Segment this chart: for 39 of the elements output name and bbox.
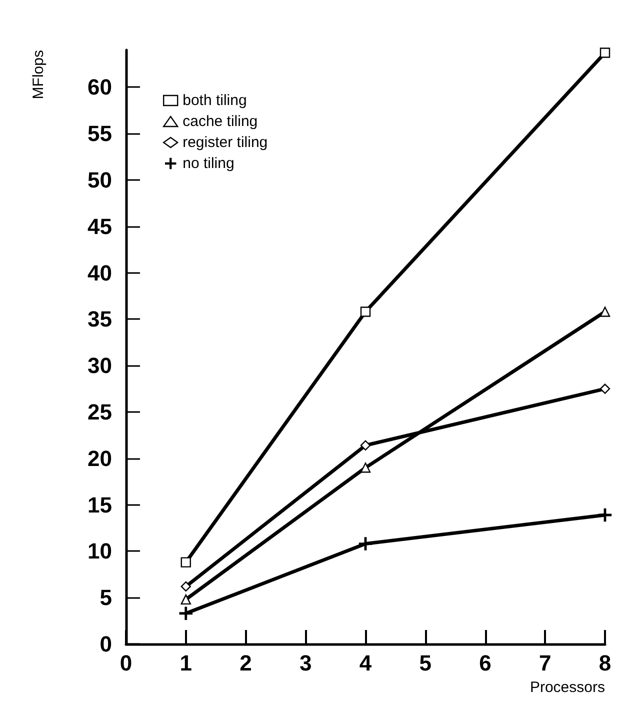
legend-label: both tiling [182,92,247,109]
y-tick-label: 20 [88,446,112,471]
y-tick-label: 25 [88,399,112,424]
y-tick-label: 5 [100,585,112,610]
point [358,537,372,550]
point [600,306,610,317]
x-tick-label: 4 [359,650,372,676]
x-tick-label: 7 [539,650,552,676]
y-axis-title: MFlops [30,50,47,100]
x-tick-label: 1 [180,650,192,676]
point [180,557,191,568]
legend-label: cache tiling [182,113,258,130]
x-tick-label: 0 [120,650,132,676]
y-tick-label: 0 [100,632,112,656]
point [360,306,371,317]
point [179,606,192,620]
x-tick-label: 2 [240,650,252,676]
point [180,594,191,605]
y-tick-label: 50 [88,167,112,192]
y-tick-label: 10 [88,538,112,564]
x-tick-label: 5 [419,650,432,676]
point [600,48,610,58]
legend-label: register tiling [182,134,268,151]
y-tick-label: 40 [88,260,112,286]
x-axis-title: Processors [530,679,605,696]
y-tick-label: 15 [88,492,112,518]
x-tick-label: 8 [598,650,612,676]
y-tick-label: 45 [88,214,112,239]
point [180,581,191,592]
y-tick-label: 35 [88,306,112,332]
y-tick-label: 55 [88,121,112,146]
legend-label: no tiling [182,155,234,172]
point [360,440,371,450]
point [600,384,610,394]
y-tick-label: 60 [88,74,112,100]
x-tick-label: 3 [300,650,312,676]
x-tick-label: 6 [479,650,492,676]
point [360,462,371,473]
y-tick-label: 30 [88,353,112,378]
